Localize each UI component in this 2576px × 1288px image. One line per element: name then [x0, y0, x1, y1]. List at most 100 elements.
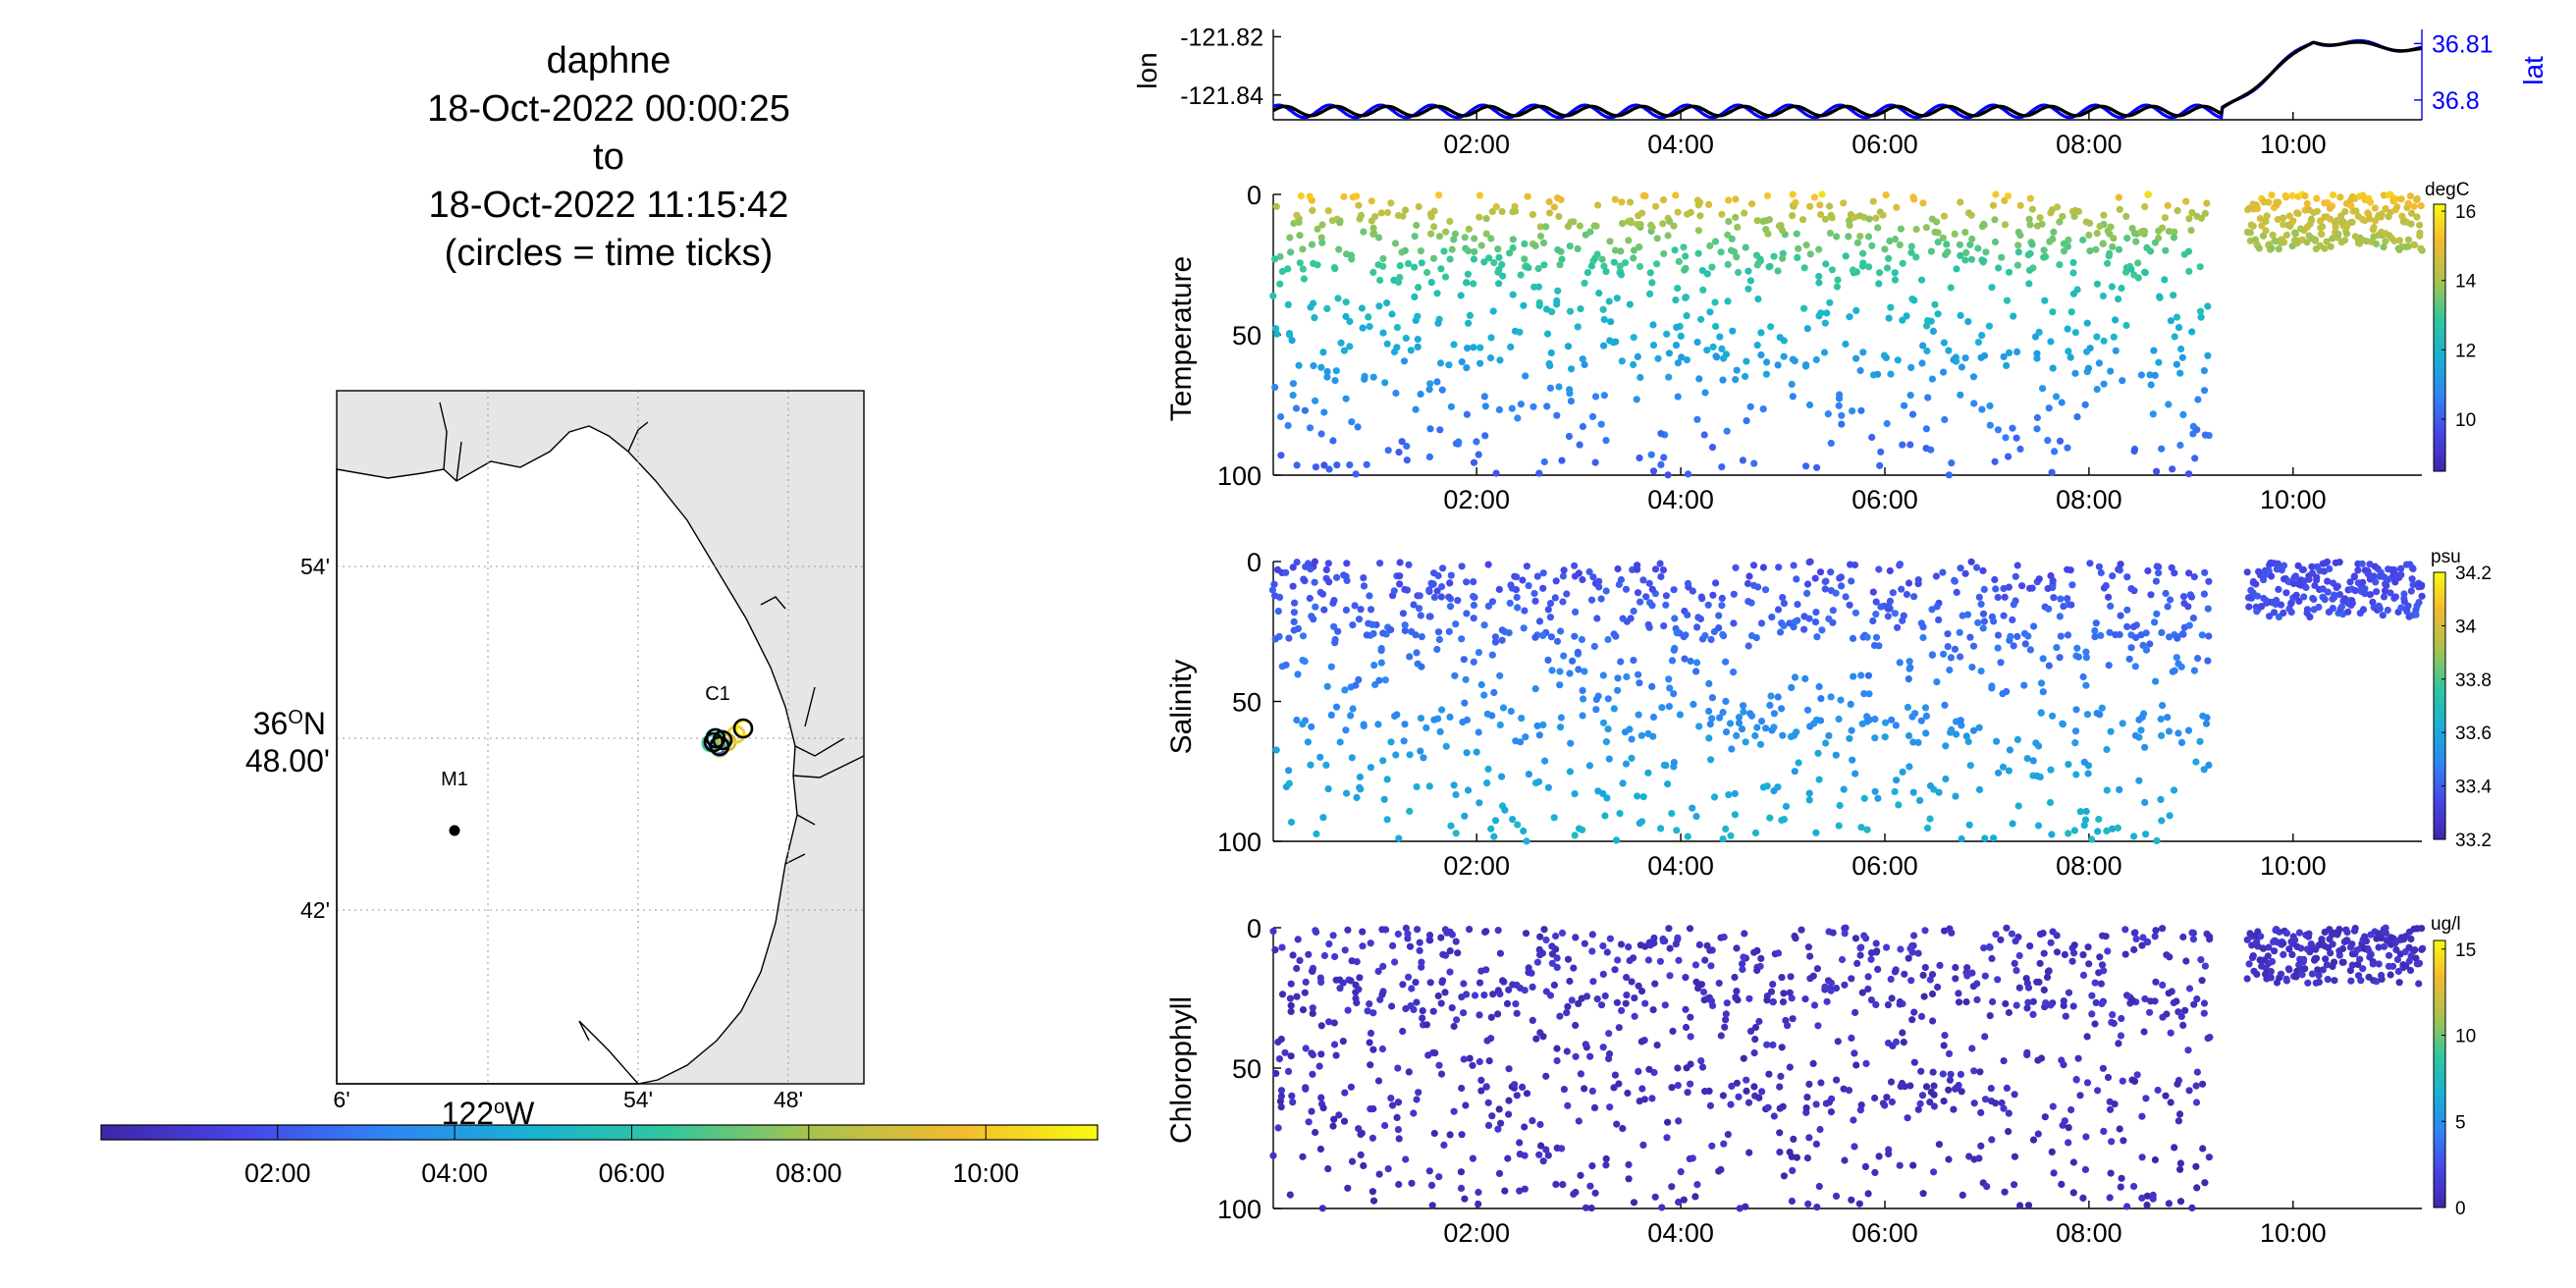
temperature-point [2009, 424, 2016, 432]
chlorophyll-point [1289, 951, 1297, 959]
salinity-point [1585, 567, 1593, 576]
temperature-point [2147, 247, 2155, 255]
salinity-point [1942, 742, 1950, 750]
temperature-point [2392, 195, 2400, 203]
chlorophyll-point [1274, 1124, 1282, 1132]
salinity-point [1944, 630, 1952, 638]
salinity-point [2351, 587, 2359, 595]
salinity-point [1752, 634, 1760, 642]
salinity-point [1658, 704, 1666, 712]
temperature-point [2069, 258, 2077, 267]
salinity-point [1435, 635, 1443, 644]
temperature-point [1363, 460, 1370, 468]
salinity-point [1742, 738, 1749, 746]
chlorophyll-point [1706, 1101, 1714, 1109]
temperature-point [1383, 299, 1391, 307]
chlorophyll-point [1484, 1099, 1492, 1106]
chlorophyll-point [2277, 970, 2285, 978]
salinity-point [1628, 735, 1636, 743]
temperature-point [2321, 244, 2329, 252]
salinity-point [2053, 644, 2061, 652]
temperature-point [2165, 401, 2173, 408]
temperature-point [1919, 199, 1927, 207]
temperature-point [1630, 254, 1637, 262]
salinity-point [1951, 577, 1959, 585]
salinity-point [1926, 815, 1934, 823]
temperature-point [1394, 278, 1403, 287]
salinity-point [2400, 590, 2408, 598]
chlorophyll-point [2036, 931, 2045, 939]
salinity-point [2021, 640, 2029, 648]
temperature-point [2336, 193, 2344, 201]
salinity-point [2157, 795, 2165, 804]
salinity-point [1857, 671, 1865, 679]
salinity-point [1835, 822, 1843, 830]
salinity-point [2072, 706, 2080, 714]
salinity-point [1367, 606, 1375, 614]
temperature-point [1360, 228, 1368, 236]
salinity-point [1759, 564, 1767, 571]
temperature-point [1434, 319, 1442, 327]
temperature-point [1463, 364, 1471, 372]
salinity-scatter-points [1268, 558, 2426, 845]
temperature-point [1430, 223, 1438, 231]
position-x-tick-label: 10:00 [2260, 130, 2327, 159]
temperature-point [2048, 468, 2056, 476]
chlorophyll-point [2315, 978, 2323, 987]
chlorophyll-point [2079, 951, 2087, 959]
salinity-point [1872, 598, 1880, 606]
salinity-point [1463, 749, 1471, 757]
chlorophyll-point [1728, 1082, 1736, 1090]
chlorophyll-point [2246, 930, 2254, 938]
temperature-point [2167, 317, 2174, 325]
salinity-point [2048, 831, 2056, 838]
chlorophyll-point [2099, 1064, 2107, 1072]
salinity-point [1903, 590, 1910, 599]
salinity-point [1287, 818, 1296, 827]
temperature-point [1540, 261, 1548, 269]
temperature-point [1882, 191, 1890, 199]
chlorophyll-point [2253, 970, 2261, 979]
salinity-point [1872, 633, 1881, 641]
temperature-point [1346, 461, 1354, 469]
temperature-point [1802, 361, 1810, 369]
chlorophyll-point [1907, 977, 1915, 985]
temperature-point [1451, 230, 1459, 238]
salinity-point [1304, 738, 1312, 746]
temperature-point [1423, 268, 1431, 277]
temperature-point [1358, 304, 1366, 312]
chlorophyll-point [1665, 925, 1673, 933]
temperature-point [1609, 339, 1617, 347]
salinity-point [1751, 829, 1760, 837]
salinity-point [1612, 632, 1620, 640]
salinity-point [1282, 661, 1290, 669]
temperature-point [1407, 347, 1415, 354]
chlorophyll-point [1812, 1100, 1820, 1108]
chlorophyll-point [2304, 933, 2313, 940]
temperature-point [1821, 319, 1829, 327]
temperature-point [1476, 359, 1484, 367]
chlorophyll-point [1475, 1188, 1482, 1197]
salinity-point [2091, 633, 2099, 641]
chlorophyll-point [1905, 954, 1912, 962]
salinity-point [1965, 821, 1973, 829]
temperature-point [1525, 264, 1532, 272]
salinity-point [1803, 580, 1812, 588]
temperature-point [2053, 203, 2062, 211]
chlorophyll-point [1570, 964, 1578, 972]
salinity-point [1991, 575, 1999, 584]
temperature-point [1725, 196, 1733, 204]
chlorophyll-point [1278, 943, 1286, 951]
temperature-point [2404, 236, 2412, 243]
temperature-point [2196, 307, 2205, 315]
temperature-point [1489, 307, 1497, 315]
salinity-point [1331, 639, 1339, 647]
temperature-point [1906, 392, 1914, 400]
salinity-point [1749, 562, 1758, 569]
salinity-point [1399, 610, 1407, 617]
temperature-point [2071, 329, 2079, 337]
salinity-point [1939, 568, 1947, 576]
salinity-point [1319, 814, 1327, 822]
chlorophyll-point [1476, 979, 1484, 987]
temperature-point [1494, 268, 1502, 276]
